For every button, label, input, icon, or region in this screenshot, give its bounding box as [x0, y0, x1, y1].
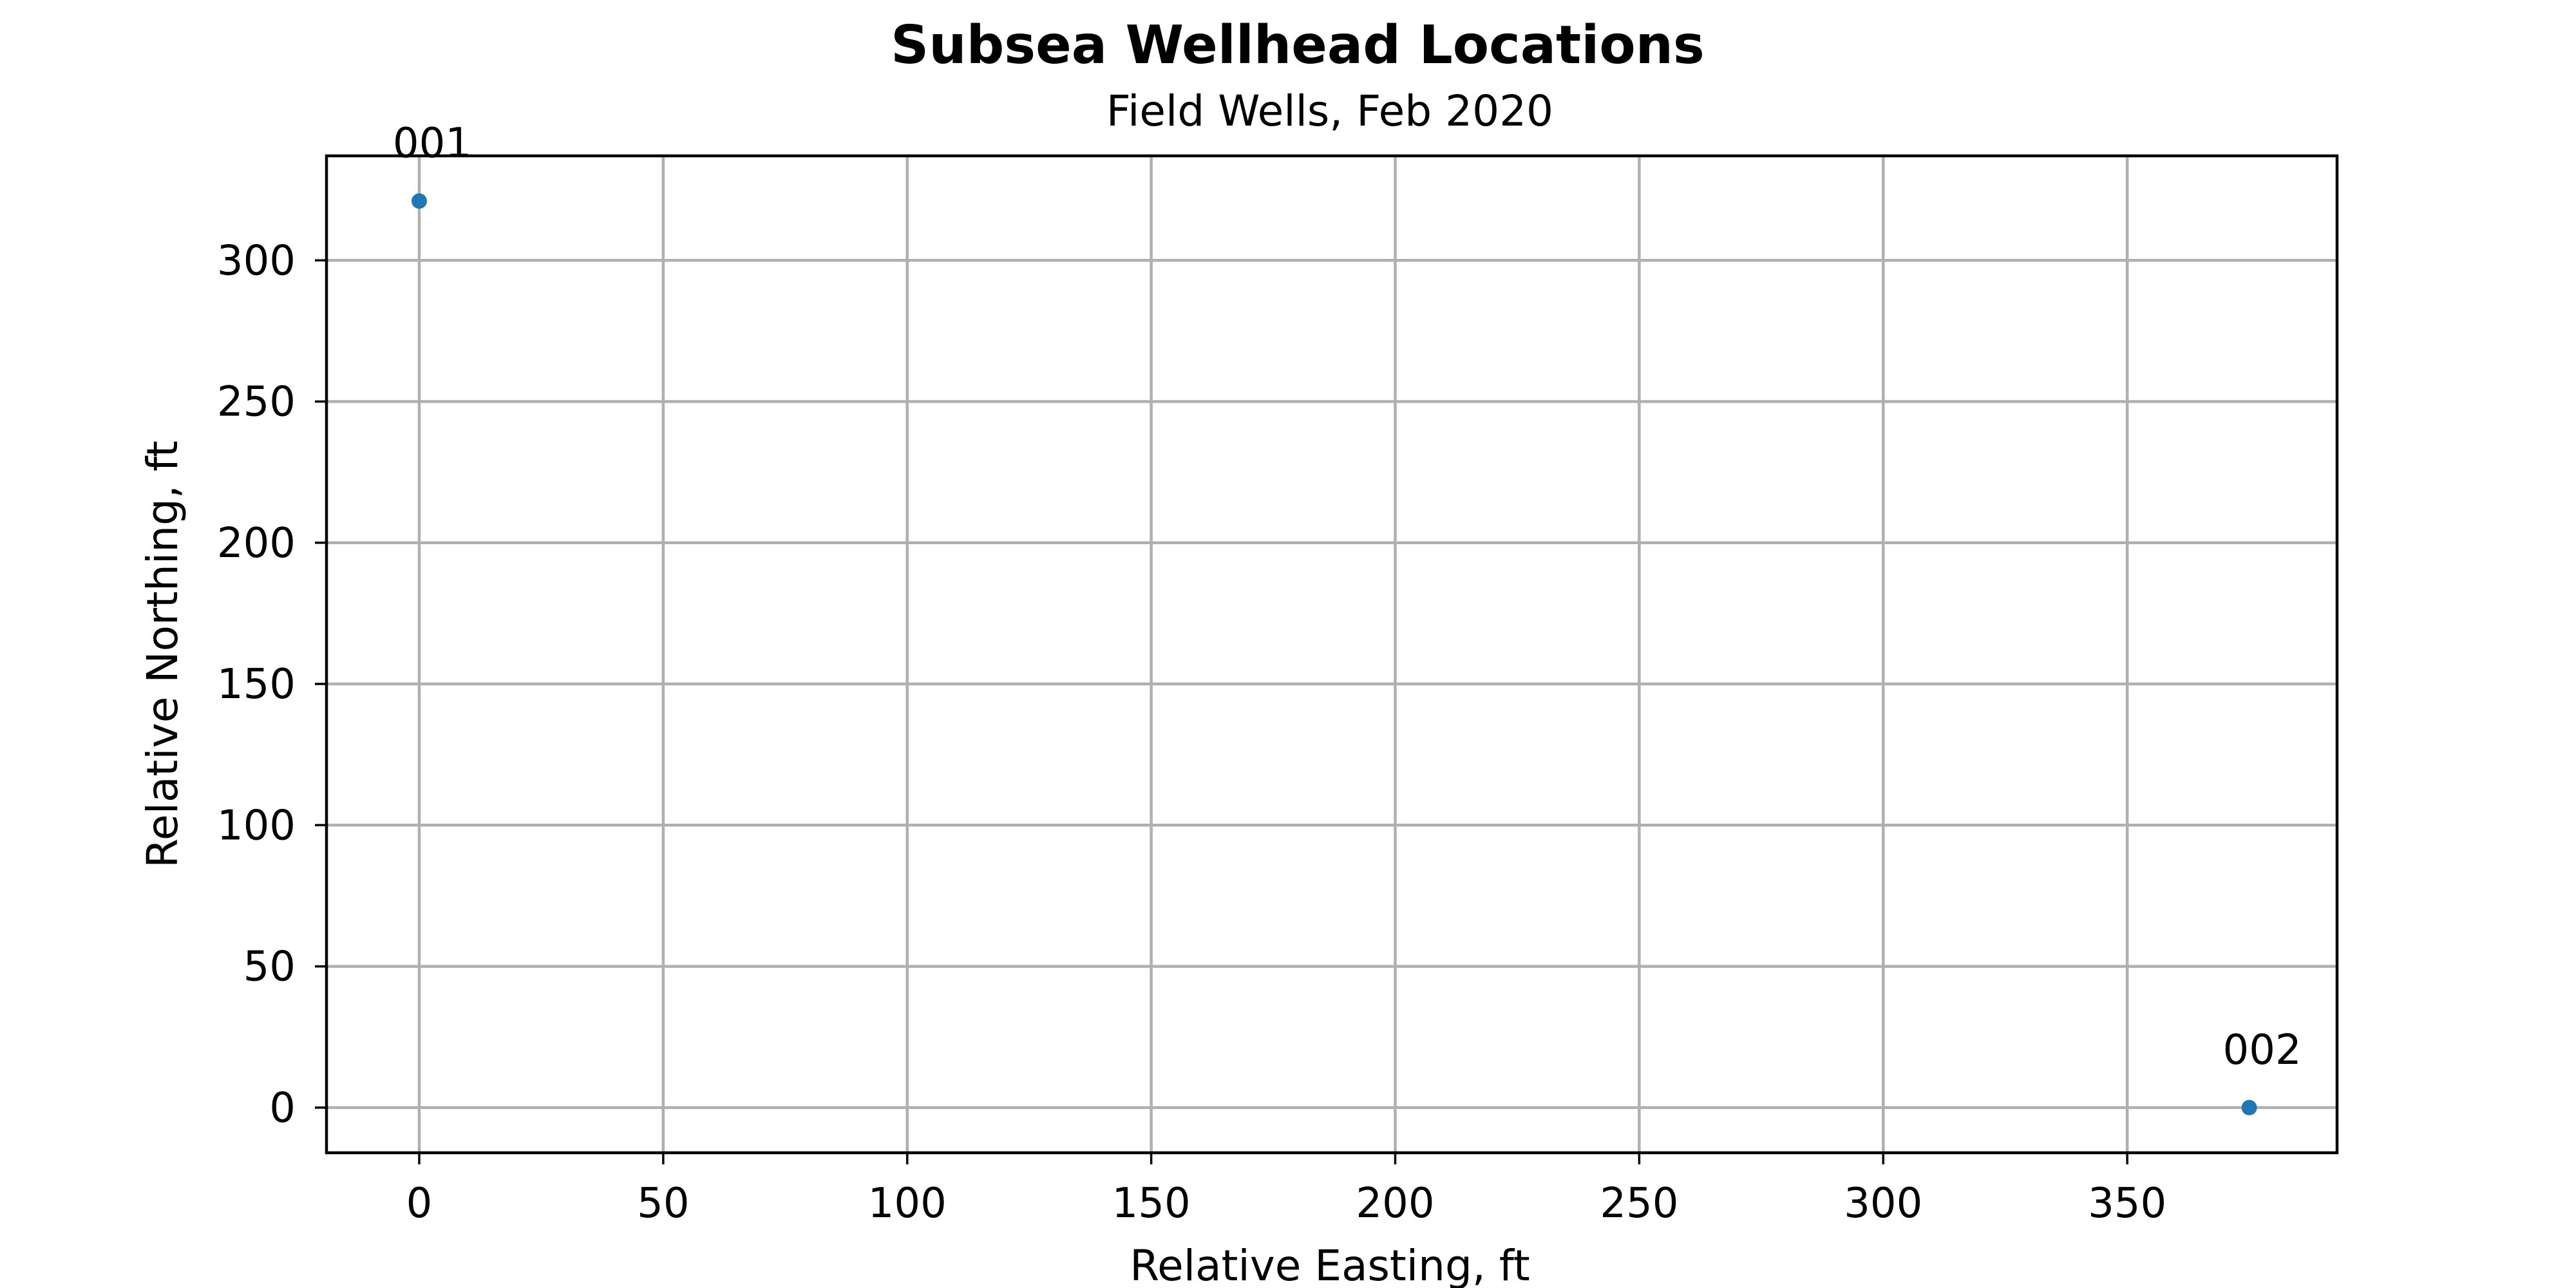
y-tick-label: 0: [269, 1084, 296, 1132]
point-layer: 001 002: [393, 120, 2302, 1115]
y-tick-label: 100: [217, 802, 296, 849]
x-tick-label: 350: [2088, 1180, 2166, 1227]
x-tick-label: 200: [1356, 1180, 1434, 1227]
well-point-001: [411, 193, 427, 209]
x-tick-label: 100: [868, 1180, 947, 1227]
y-axis-label: Relative Northing, ft: [138, 440, 187, 868]
x-tick-label: 50: [637, 1180, 689, 1227]
x-tick-label: 0: [406, 1180, 433, 1227]
y-tick-label: 250: [217, 379, 296, 426]
well-point-label: 001: [393, 120, 471, 167]
well-point-002: [2241, 1099, 2257, 1115]
grid-layer: [327, 156, 2337, 1153]
x-tick-label: 150: [1112, 1180, 1191, 1227]
tick-layer: 0 50 100 150 200 250 300 350 0 50 100 150 200 250 300: [217, 237, 2166, 1227]
y-tick-label: 50: [243, 943, 296, 991]
x-tick-label: 300: [1844, 1180, 1922, 1227]
y-tick-label: 200: [217, 520, 296, 567]
plot-area-frame: [325, 154, 2339, 1155]
chart-subtitle: Field Wells, Feb 2020: [1106, 86, 1553, 136]
well-point-label: 002: [2223, 1027, 2302, 1074]
x-axis-label: Relative Easting, ft: [1130, 1241, 1530, 1288]
y-tick-label: 150: [217, 661, 296, 708]
y-tick-label: 300: [217, 237, 296, 285]
x-tick-label: 250: [1600, 1180, 1678, 1227]
chart-title: Subsea Wellhead Locations: [891, 15, 1705, 76]
